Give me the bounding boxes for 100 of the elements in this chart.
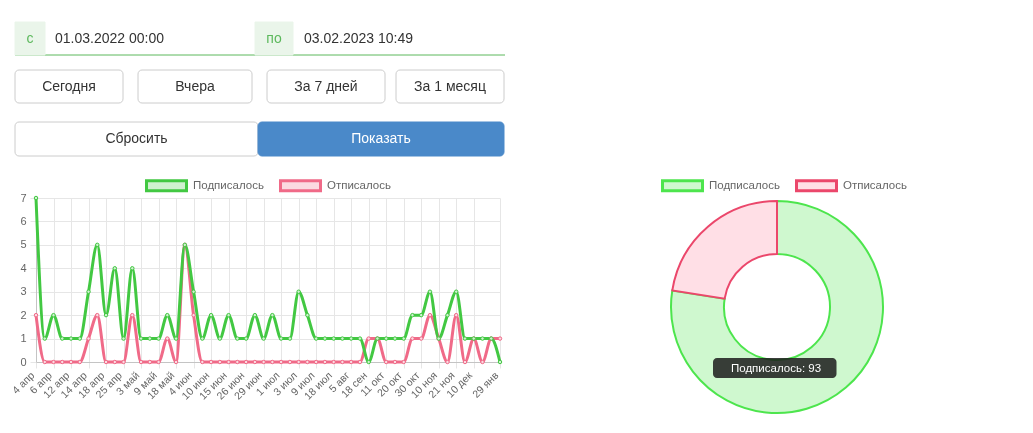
point (208, 359, 214, 365)
point (173, 359, 179, 365)
point (77, 336, 83, 341)
legend-label: Отписалось (843, 178, 907, 191)
point (103, 359, 109, 365)
point (51, 359, 56, 365)
point (95, 242, 100, 248)
point (147, 336, 153, 341)
point (331, 359, 336, 365)
point (226, 312, 231, 318)
point (138, 359, 144, 365)
data-label: Подписалось: 93 (731, 361, 822, 374)
point (112, 359, 118, 365)
text: Показать (351, 130, 411, 146)
point (261, 336, 266, 341)
point (305, 312, 310, 318)
point (103, 312, 109, 318)
point (235, 359, 240, 365)
point (322, 359, 328, 365)
point (261, 359, 266, 365)
point (165, 312, 170, 318)
point (296, 289, 301, 294)
point (130, 312, 135, 318)
point (401, 359, 406, 365)
point (278, 359, 284, 365)
point (453, 312, 459, 318)
text: За 7 дней (294, 78, 358, 94)
point (60, 336, 65, 341)
point (418, 336, 424, 341)
point (357, 359, 363, 365)
point (497, 336, 503, 341)
point (462, 336, 468, 341)
point (287, 336, 293, 341)
legend-label: Подписалось (193, 178, 264, 191)
point (191, 312, 196, 318)
point (138, 336, 144, 341)
point (217, 359, 223, 365)
point (418, 312, 424, 318)
point (313, 336, 319, 341)
point (427, 289, 433, 294)
point (191, 289, 196, 294)
point (340, 336, 345, 341)
point (480, 359, 485, 365)
point (497, 359, 503, 365)
text: За 1 месяц (414, 78, 486, 94)
point (340, 359, 345, 365)
text: 01.03.2022 00:00 (55, 30, 165, 46)
point (130, 266, 135, 271)
legend-label: Подписалось (709, 178, 780, 191)
point (313, 359, 319, 365)
point (401, 336, 406, 341)
point (305, 359, 310, 365)
legend-label: Отписалось (327, 178, 391, 191)
donut-slice (671, 200, 778, 300)
point (165, 336, 170, 341)
point (243, 336, 249, 341)
text: 03.02.2023 10:49 (304, 30, 414, 46)
text: по (266, 30, 282, 46)
point (235, 336, 240, 341)
point (121, 359, 126, 365)
point (462, 359, 468, 365)
point (156, 336, 161, 341)
point (366, 336, 371, 341)
point (156, 359, 161, 365)
point (366, 359, 371, 365)
text: Вчера (175, 78, 215, 94)
point (121, 336, 126, 341)
point (427, 312, 433, 318)
point (453, 289, 459, 294)
point (68, 336, 74, 341)
point (60, 359, 65, 365)
point (86, 336, 91, 341)
point (243, 359, 249, 365)
point (42, 359, 47, 365)
point (322, 336, 328, 341)
y-tick-label: 4 (20, 261, 27, 274)
point (296, 359, 301, 365)
point (270, 359, 275, 365)
point (357, 336, 363, 341)
point (287, 359, 293, 365)
y-tick-label: 7 (20, 191, 27, 204)
point (77, 359, 83, 365)
point (348, 336, 354, 341)
y-tick-label: 6 (20, 214, 27, 227)
y-tick-label: 2 (20, 308, 27, 321)
point (383, 336, 389, 341)
point (331, 336, 336, 341)
point (51, 312, 56, 318)
y-tick-label: 1 (20, 332, 27, 345)
point (112, 266, 118, 271)
y-tick-label: 0 (20, 355, 27, 368)
text: Сбросить (105, 130, 168, 146)
point (252, 312, 258, 318)
point (86, 289, 91, 294)
point (392, 336, 398, 341)
y-tick-label: 3 (20, 285, 27, 298)
point (480, 336, 485, 341)
point (42, 336, 47, 341)
point (278, 336, 284, 341)
point (445, 312, 450, 318)
